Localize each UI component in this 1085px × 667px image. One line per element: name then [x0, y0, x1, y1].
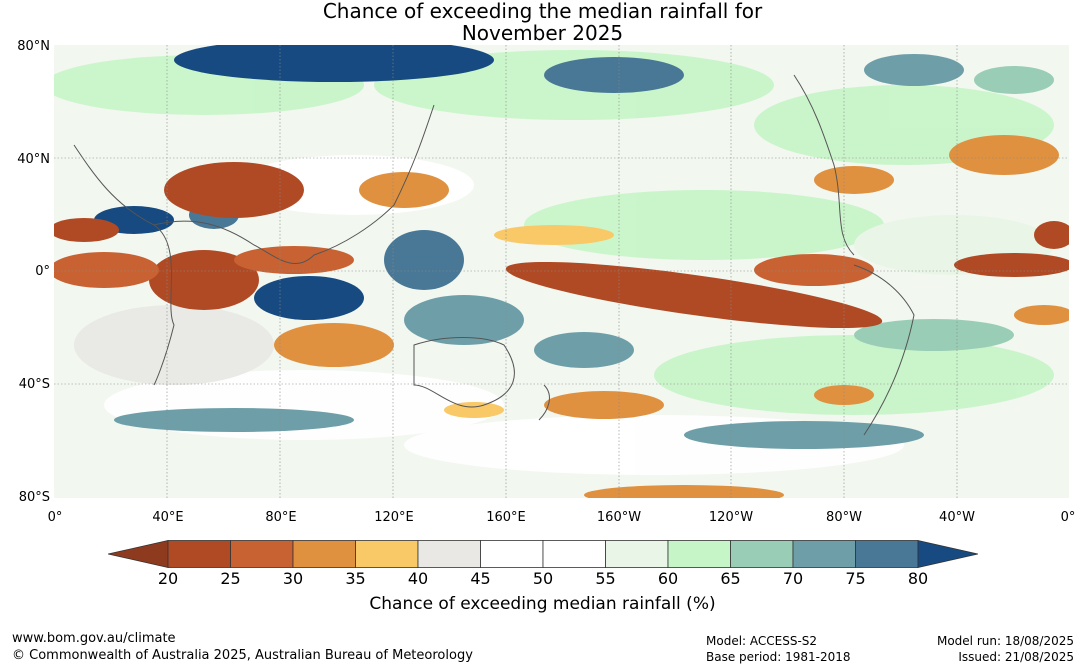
footer-copyright: © Commonwealth of Australia 2025, Austra… — [12, 648, 473, 663]
colorbar-swatch — [292, 540, 356, 568]
colorbar-title: Chance of exceeding median rainfall (%) — [369, 594, 716, 614]
lon-label-160e: 160°E — [486, 510, 526, 525]
colorbar-tick-label: 75 — [845, 569, 866, 588]
colorbar-swatch — [730, 540, 794, 568]
colorbar-tick-label: 40 — [407, 569, 429, 588]
footer-website[interactable]: www.bom.gov.au/climate — [12, 631, 176, 646]
map-title: Chance of exceeding the median rainfall … — [0, 0, 1085, 44]
rainfall-map — [54, 45, 1069, 498]
lon-label-0-left: 0° — [47, 510, 63, 525]
lon-label-40w: 40°W — [939, 510, 975, 525]
colorbar-swatch — [167, 540, 231, 568]
lat-label-40n: 40°N — [17, 152, 50, 167]
lon-label-120e: 120°E — [374, 510, 414, 525]
colorbar-swatch — [542, 540, 606, 568]
colorbar-tick-label: 70 — [782, 569, 804, 588]
colorbar-extend-low — [107, 540, 169, 568]
colorbar-tick-label: 45 — [470, 569, 491, 588]
colorbar-swatch — [605, 540, 669, 568]
footer-model: Model: ACCESS-S2 — [706, 634, 818, 648]
colorbar-extend-high — [917, 540, 979, 568]
lat-label-80s: 80°S — [18, 490, 50, 505]
coastlines — [73, 74, 915, 436]
colorbar-tick-label: 30 — [282, 569, 304, 588]
colorbar-tick-label: 60 — [657, 569, 679, 588]
lon-label-160w: 160°W — [596, 510, 642, 525]
lon-label-0-right: 0° — [1060, 510, 1076, 525]
colorbar-tick-label: 20 — [157, 569, 179, 588]
lon-label-40e: 40°E — [152, 510, 184, 525]
colorbar-tick-label: 55 — [595, 569, 616, 588]
lat-label-40s: 40°S — [18, 377, 50, 392]
colorbar-tick-label: 35 — [345, 569, 366, 588]
wet-anomaly-areas — [94, 45, 1054, 449]
title-line-2: November 2025 — [461, 21, 624, 45]
footer-model-run: Model run: 18/08/2025 — [936, 634, 1074, 648]
colorbar-swatch — [667, 540, 731, 568]
lat-label-0: 0° — [35, 264, 50, 279]
colorbar-swatch — [855, 540, 919, 568]
colorbar-tick-label: 80 — [907, 569, 929, 588]
colorbar-swatch — [417, 540, 481, 568]
colorbar-tick-label: 25 — [220, 569, 241, 588]
dry-anomaly-areas — [54, 135, 1069, 498]
footer-base-period: Base period: 1981-2018 — [706, 650, 851, 664]
lat-label-80n: 80°N — [17, 39, 50, 54]
colorbar-svg — [107, 540, 979, 568]
title-line-1: Chance of exceeding the median rainfall … — [322, 0, 763, 23]
colorbar-swatch — [355, 540, 419, 568]
lon-label-80w: 80°W — [826, 510, 862, 525]
colorbar-swatch — [230, 540, 294, 568]
colorbar-swatch — [792, 540, 856, 568]
lon-label-120w: 120°W — [708, 510, 754, 525]
graticule — [54, 45, 1069, 498]
colorbar-tick-label: 50 — [532, 569, 554, 588]
footer-issued: Issued: 21/08/2025 — [958, 650, 1074, 664]
lon-label-80e: 80°E — [265, 510, 297, 525]
colorbar — [107, 540, 979, 568]
colorbar-swatch — [480, 540, 544, 568]
map-canvas — [54, 45, 1069, 498]
colorbar-tick-label: 65 — [720, 569, 741, 588]
